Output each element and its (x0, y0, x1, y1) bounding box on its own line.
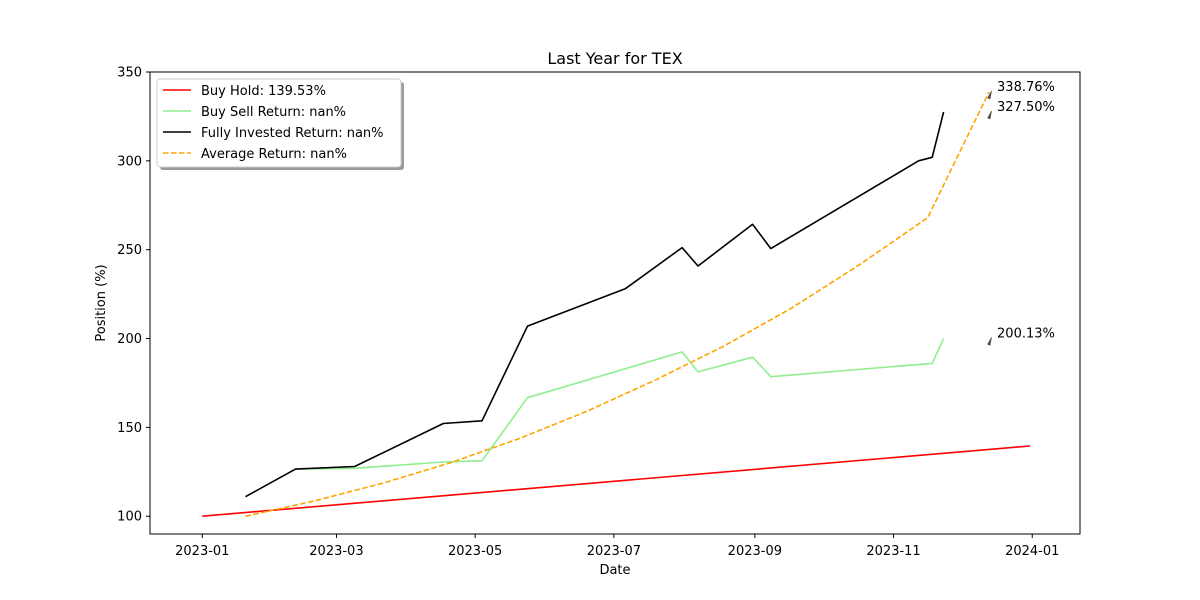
y-tick-label-4: 300 (117, 154, 142, 169)
series-line-2 (245, 111, 945, 498)
x-tick-label-3: 2023-07 (587, 544, 641, 559)
chart-title: Last Year for TEX (547, 49, 682, 68)
annotation-arrow-1 (987, 110, 992, 120)
legend-label-1: Buy Sell Return: nan% (201, 105, 346, 120)
plot-lines (202, 91, 1031, 517)
x-tick-label-2: 2023-05 (448, 544, 502, 559)
annotation-label-1: 327.50% (997, 100, 1055, 115)
y-tick-label-3: 250 (117, 243, 142, 258)
legend-label-2: Fully Invested Return: nan% (201, 126, 384, 141)
annotation-arrow-0 (987, 90, 992, 100)
legend-label-0: Buy Hold: 139.53% (201, 84, 326, 99)
series-line-1 (295, 338, 945, 470)
x-axis-title: Date (599, 563, 630, 578)
y-axis-title: Position (%) (94, 264, 109, 341)
x-tick-label-4: 2023-09 (728, 544, 782, 559)
y-tick-label-2: 200 (117, 332, 142, 347)
legend-label-3: Average Return: nan% (201, 147, 347, 162)
series-line-0 (202, 445, 1031, 517)
x-tick-label-0: 2023-01 (175, 544, 229, 559)
annotation-label-2: 200.13% (997, 326, 1055, 341)
x-tick-label-1: 2023-03 (309, 544, 363, 559)
x-tick-label-6: 2024-01 (1005, 544, 1059, 559)
annotation-arrow-2 (987, 337, 992, 346)
legend: Buy Hold: 139.53% Buy Sell Return: nan% Fu… (156, 78, 404, 170)
plot-frame (149, 71, 1081, 535)
y-tick-label-0: 100 (117, 510, 142, 525)
x-tick-label-5: 2023-11 (866, 544, 920, 559)
y-tick-label-5: 350 (117, 66, 142, 81)
x-axis: 2023-01 2023-03 2023-05 2023-07 2023-09 2023-… (175, 534, 1059, 559)
y-axis: 100 150 200 250 300 350 (117, 66, 150, 525)
annotations: 338.76% 327.50% 200.13% (987, 80, 1055, 346)
annotation-label-0: 338.76% (997, 80, 1055, 95)
y-tick-label-1: 150 (117, 421, 142, 436)
legend-box (156, 78, 402, 168)
series-line-3 (245, 91, 990, 517)
